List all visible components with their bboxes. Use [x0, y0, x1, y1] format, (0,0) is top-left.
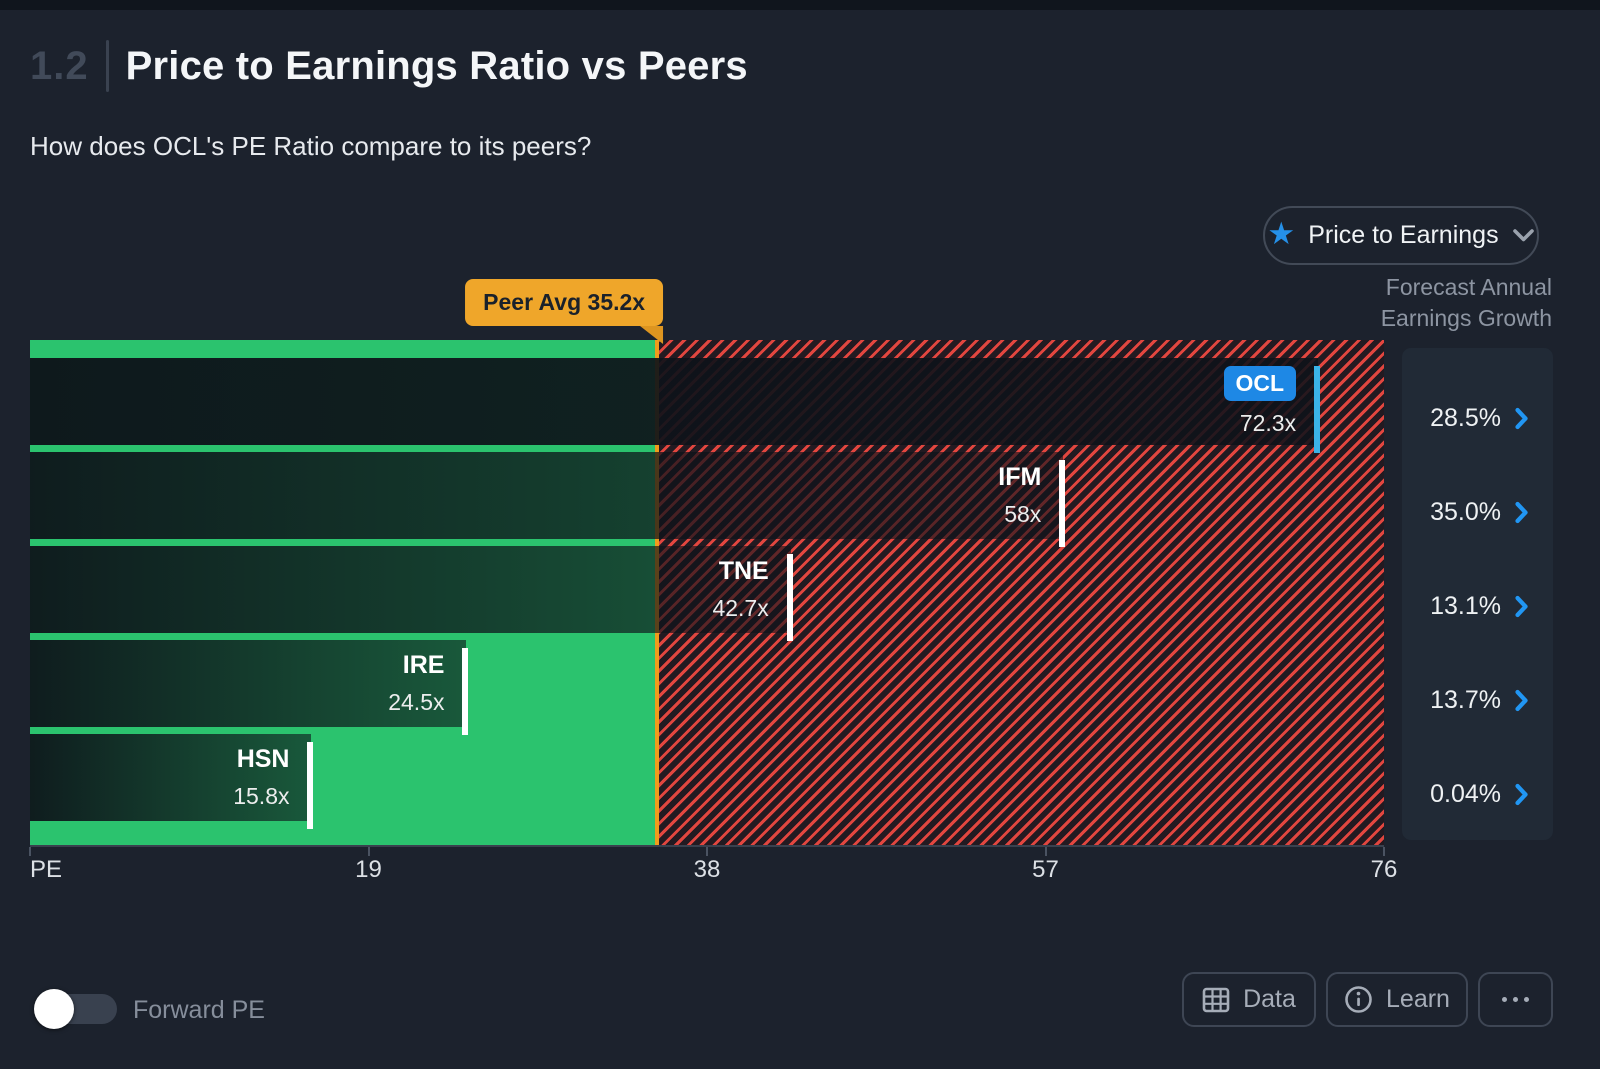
x-axis-tick: [1044, 847, 1047, 856]
bar-value: 58x: [1004, 501, 1042, 527]
growth-row-OCL[interactable]: 28.5%: [1430, 398, 1529, 438]
pe-bar-HSN[interactable]: [30, 734, 312, 821]
bar-ticker: TNE: [718, 557, 769, 585]
peer-average-badge-pointer: [640, 326, 664, 344]
growth-panel: 28.5% 35.0% 13.1% 13.7% 0.04%: [1402, 348, 1553, 840]
info-circle-icon: [1344, 985, 1373, 1014]
subject-ticker-badge: OCL: [1223, 366, 1297, 401]
x-axis-title: PE: [30, 856, 63, 883]
x-axis-label: 38: [693, 856, 721, 883]
data-button-label: Data: [1243, 985, 1296, 1013]
chart-plot: OCL 72.3x IFM 58x TNE 42.7x IRE 24.5x HSN 15.8x: [30, 340, 1384, 845]
card-top-edge: [0, 0, 1600, 10]
bar-marker-IFM: [1059, 460, 1066, 547]
bar-marker-TNE: [786, 554, 793, 641]
page-subtitle: How does OCL's PE Ratio compare to its p…: [30, 131, 592, 161]
bar-value: 42.7x: [712, 595, 769, 621]
pe-bar-OCL[interactable]: [30, 358, 1319, 445]
growth-axis-label: Forecast Annual Earnings Growth: [1380, 274, 1552, 331]
growth-row-HSN[interactable]: 0.04%: [1430, 774, 1529, 814]
bar-label-OCL: OCL 72.3x: [30, 358, 1297, 445]
bar-label-TNE: TNE 42.7x: [30, 546, 769, 633]
toggle-knob[interactable]: [34, 989, 74, 1029]
bar-marker-HSN: [307, 742, 314, 829]
bar-value: 24.5x: [388, 689, 445, 715]
growth-value: 0.04%: [1430, 779, 1501, 808]
forward-pe-label: Forward PE: [133, 996, 265, 1024]
header-divider: [105, 40, 109, 92]
growth-row-IFM[interactable]: 35.0%: [1430, 492, 1529, 532]
bar-label-IRE: IRE 24.5x: [30, 640, 444, 727]
growth-row-TNE[interactable]: 13.1%: [1430, 586, 1529, 626]
metric-dropdown[interactable]: ★ Price to Earnings: [1263, 206, 1539, 265]
bar-label-HSN: HSN 15.8x: [30, 734, 289, 821]
bar-ticker: IRE: [402, 651, 445, 679]
x-axis-tick: [29, 847, 31, 856]
page-title: Price to Earnings Ratio vs Peers: [125, 43, 748, 88]
bar-ticker: IFM: [998, 463, 1042, 491]
x-axis-tick: [367, 847, 370, 856]
table-grid-icon: [1202, 987, 1230, 1013]
chevron-right-icon: [1514, 407, 1529, 430]
bar-value: 72.3x: [1239, 410, 1297, 436]
chevron-right-icon: [1514, 595, 1529, 618]
chevron-right-icon: [1514, 689, 1529, 712]
metric-dropdown-label: Price to Earnings: [1308, 221, 1499, 249]
learn-button-label: Learn: [1386, 985, 1450, 1013]
more-button[interactable]: [1478, 972, 1553, 1027]
x-axis-tick: [1383, 847, 1385, 856]
chevron-right-icon: [1514, 783, 1529, 806]
x-axis-tick: [706, 847, 708, 856]
x-axis-label: 57: [1032, 856, 1059, 883]
growth-value: 35.0%: [1430, 497, 1501, 526]
x-axis-label: 19: [355, 856, 382, 883]
section-number: 1.2: [30, 43, 89, 88]
data-button[interactable]: Data: [1182, 972, 1316, 1027]
bar-label-IFM: IFM 58x: [30, 452, 1041, 539]
learn-button[interactable]: Learn: [1326, 972, 1468, 1027]
growth-value: 13.7%: [1430, 685, 1501, 714]
growth-row-IRE[interactable]: 13.7%: [1430, 680, 1529, 720]
x-axis-line: [30, 845, 1384, 847]
bar-marker-IRE: [462, 648, 469, 735]
ellipsis-icon: [1502, 997, 1529, 1002]
bar-ticker: HSN: [236, 745, 290, 773]
star-icon: ★: [1267, 216, 1296, 251]
chevron-down-icon: [1512, 228, 1535, 243]
peer-average-badge: Peer Avg 35.2x: [465, 279, 664, 344]
bar-value: 15.8x: [233, 783, 290, 809]
pe-bar-IFM[interactable]: [30, 452, 1064, 539]
bar-marker-OCL: [1314, 366, 1321, 453]
chevron-right-icon: [1514, 501, 1529, 524]
header: 1.2 Price to Earnings Ratio vs Peers: [30, 40, 748, 92]
pe-bar-TNE[interactable]: [30, 546, 791, 633]
growth-value: 28.5%: [1430, 403, 1501, 432]
x-axis-label: 76: [1370, 856, 1398, 883]
peer-average-badge-label: Peer Avg 35.2x: [483, 289, 646, 315]
forward-pe-toggle[interactable]: [34, 989, 117, 1029]
growth-value: 13.1%: [1430, 591, 1501, 620]
pe-bar-IRE[interactable]: [30, 640, 467, 727]
